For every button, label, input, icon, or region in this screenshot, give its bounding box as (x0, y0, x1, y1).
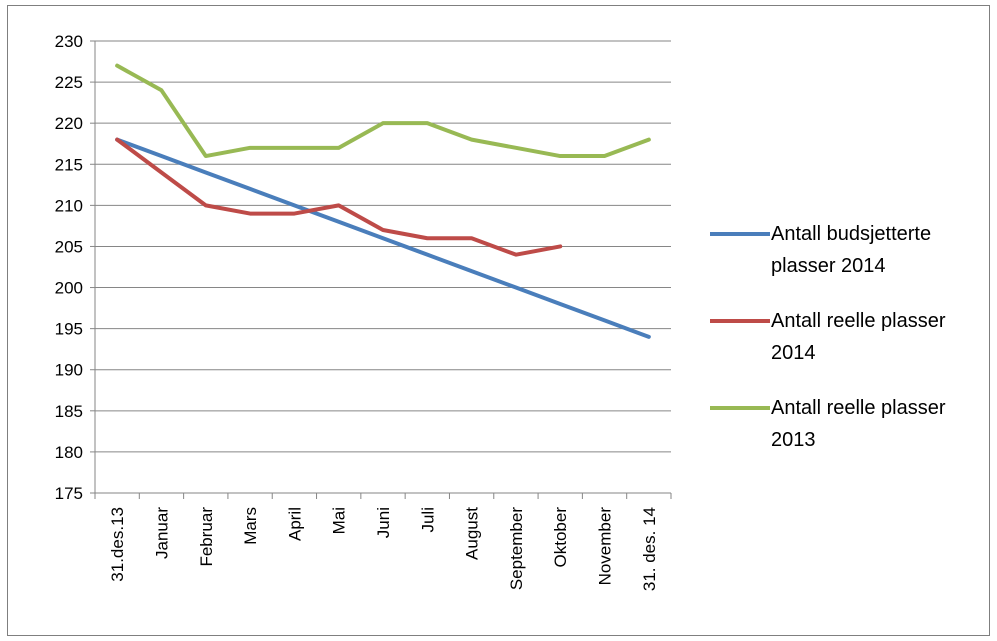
x-tick-label: Mars (241, 507, 260, 545)
chart-frame (7, 5, 990, 636)
x-tick-label: 31. des. 14 (640, 507, 659, 591)
y-tick-label: 215 (55, 155, 83, 174)
x-tick-label: August (463, 507, 482, 560)
gridlines (95, 40, 671, 494)
x-tick-label: 31.des.13 (108, 507, 127, 582)
x-tick-label: April (285, 507, 304, 541)
legend-label: Antall budsjetterte plasser 2014 (771, 223, 932, 277)
x-tick-label: Januar (152, 507, 171, 559)
y-tick-label: 175 (55, 484, 83, 503)
legend-swatch (710, 406, 770, 410)
y-tick-label: 180 (55, 443, 83, 462)
y-tick-label: 220 (55, 114, 83, 133)
y-tick-label: 210 (55, 196, 83, 215)
axes (90, 40, 672, 499)
legend-item-reelle-2014: Antall reelle plasser 2014 (705, 299, 995, 364)
x-tick-label: Februar (197, 507, 216, 567)
legend-swatch (710, 319, 770, 323)
legend-swatch (710, 232, 770, 236)
y-tick-label: 225 (55, 73, 83, 92)
x-tick-label: November (596, 507, 615, 586)
legend-label: Antall reelle plasser 2014 (771, 310, 946, 364)
series-line-2 (115, 63, 651, 159)
series-lines (115, 63, 651, 339)
series-line-1 (115, 137, 563, 257)
legend-item-budsjetterte-2014: Antall budsjetterte plasser 2014 (705, 212, 995, 277)
y-tick-label: 185 (55, 402, 83, 421)
legend-label: Antall reelle plasser 2013 (771, 397, 946, 451)
tick-labels: 175 180 185 190 195 200 205 210 215 220 225 230 31.d… (55, 32, 659, 591)
x-tick-label: Mai (330, 507, 349, 534)
x-tick-label: Juni (374, 507, 393, 538)
x-tick-label: September (507, 507, 526, 590)
y-tick-label: 200 (55, 279, 83, 298)
x-tick-label: Oktober (551, 507, 570, 568)
legend-item-reelle-2013: Antall reelle plasser 2013 (705, 386, 995, 451)
x-tick-label: Juli (418, 507, 437, 533)
y-tick-label: 190 (55, 361, 83, 380)
y-tick-label: 195 (55, 320, 83, 339)
y-tick-label: 205 (55, 237, 83, 256)
y-tick-label: 230 (55, 32, 83, 51)
